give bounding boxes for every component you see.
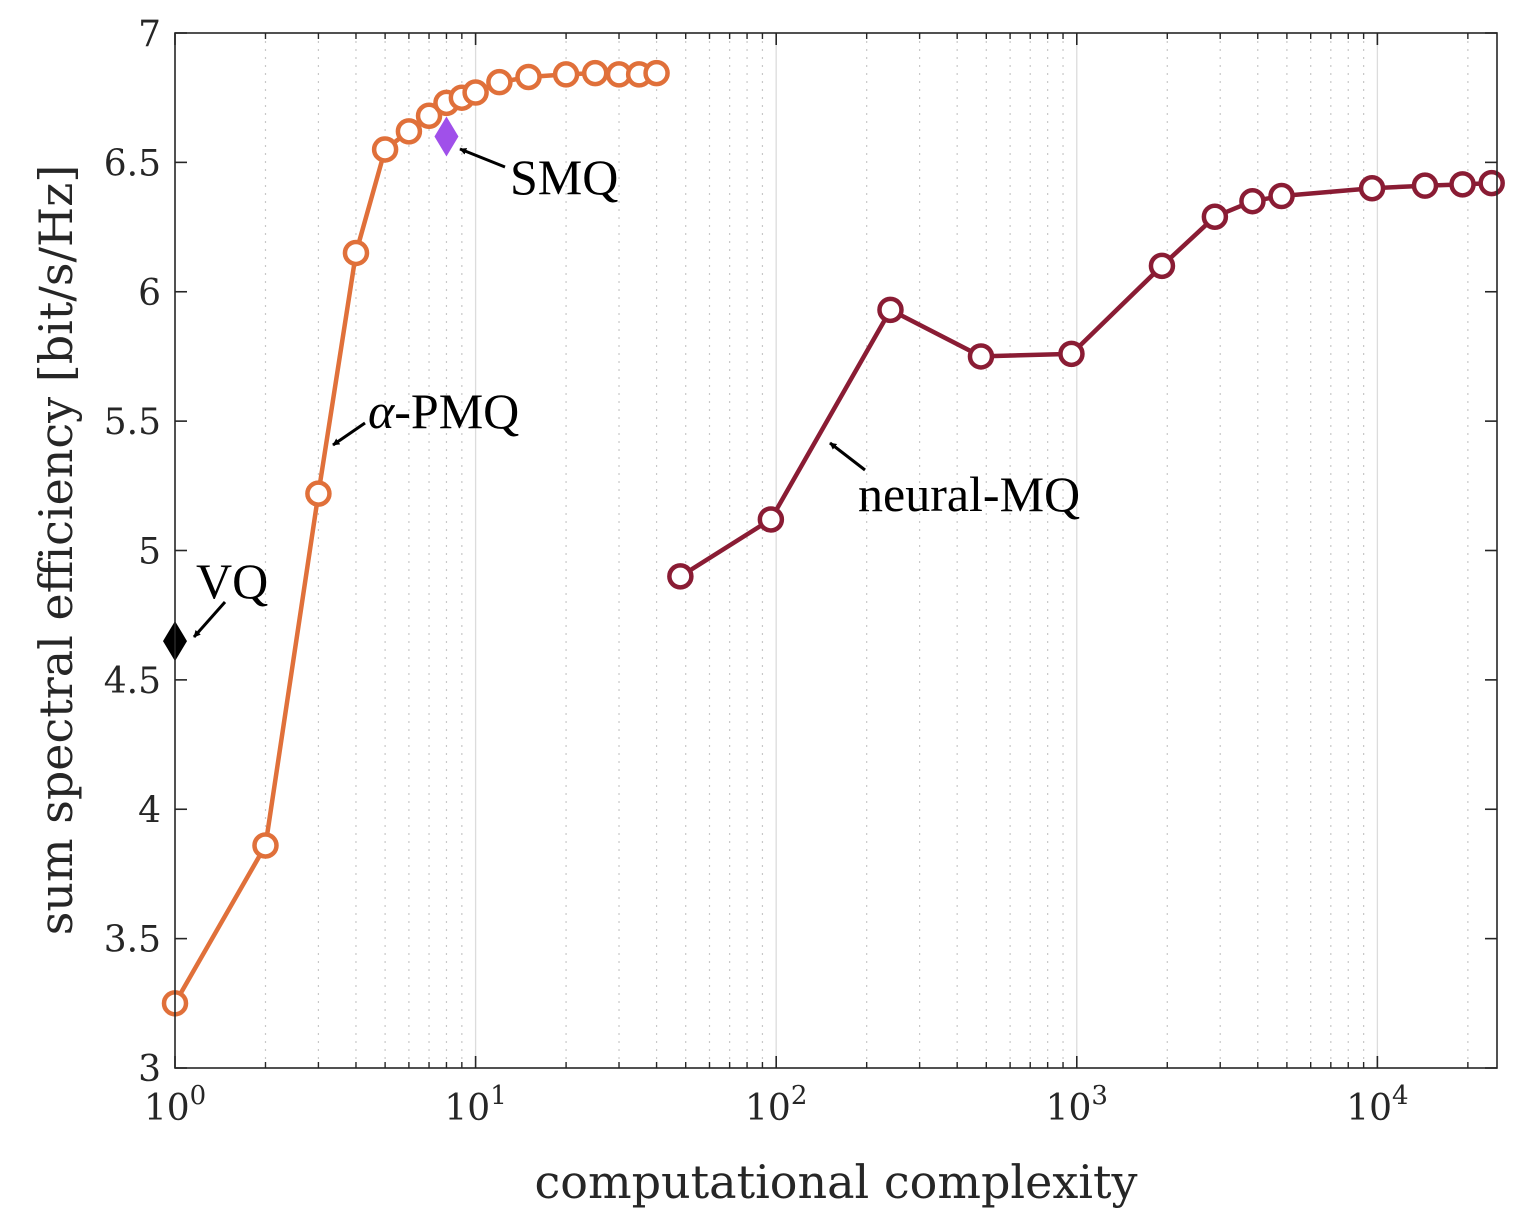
pmq-point (581, 59, 609, 87)
pmq-point (643, 59, 670, 87)
neural-mq-point (1358, 175, 1386, 202)
neural-mq-point (1478, 169, 1505, 197)
y-tick-label: 7 (138, 14, 161, 55)
x-tick-label-base: 10 (1046, 1088, 1092, 1129)
y-tick-label: 4 (138, 790, 161, 831)
x-axis-title: computational complexity (535, 1155, 1138, 1209)
pmq-point (395, 118, 423, 145)
neural-mq-arrow (829, 441, 866, 472)
x-tick-label: 104 (1346, 1081, 1408, 1129)
y-tick-label: 5.5 (104, 402, 161, 443)
x-tick-label: 101 (444, 1081, 506, 1129)
pmq-point (371, 136, 399, 163)
y-tick-label: 4.5 (104, 661, 161, 702)
grid (264, 33, 1469, 1068)
neural-mq-point (1148, 252, 1176, 280)
pmq-point (252, 832, 279, 859)
y-tick-label: 3.5 (104, 920, 161, 961)
series-neural-mq (667, 169, 1505, 590)
neural-mq-point (967, 343, 995, 370)
alpha-pmq-arrow (332, 421, 366, 447)
y-tick-label: 6.5 (104, 143, 161, 184)
neural-mq-point (877, 296, 904, 324)
annotations: VQ SMQ α-PMQ neural-MQ (192, 147, 1080, 638)
series-layer (161, 59, 1505, 1017)
neural-mq-point (1201, 203, 1229, 230)
pmq-point (552, 61, 580, 88)
x-tick-label: 102 (745, 1081, 807, 1129)
x-tick-label: 103 (1046, 1081, 1108, 1129)
alpha-pmq-label-alpha: α (368, 383, 396, 439)
neural-mq-point (1449, 171, 1476, 198)
pmq-point (486, 68, 513, 96)
x-tick-label-exponent: 3 (1091, 1081, 1108, 1111)
smq-arrow (459, 147, 506, 169)
x-tick-label-exponent: 1 (490, 1081, 507, 1111)
alpha-pmq-label: α-PMQ (368, 383, 519, 439)
pmq-point (515, 63, 542, 91)
neural-mq-label: neural-MQ (858, 466, 1080, 522)
pmq-point (462, 79, 489, 106)
pmq-point (305, 480, 332, 507)
series-smq (434, 116, 459, 157)
y-tick-label: 3 (138, 1049, 161, 1090)
x-tick-label: 100 (144, 1081, 206, 1129)
y-tick-label: 5 (138, 532, 161, 573)
pmq-point (415, 102, 443, 130)
ticks (174, 32, 1497, 1069)
neural-mq-point (1411, 172, 1439, 199)
neural-mq-point (1268, 182, 1295, 210)
x-tick-label-base: 10 (745, 1088, 791, 1129)
vq-arrow (192, 601, 227, 638)
smq-label: SMQ (510, 149, 618, 205)
neural-mq-point (1058, 340, 1085, 368)
smq-point (434, 116, 459, 157)
x-tick-label-exponent: 4 (1392, 1081, 1409, 1111)
neural-mq-point (667, 563, 694, 590)
pmq-point (342, 239, 370, 267)
x-tick-label-base: 10 (144, 1088, 190, 1129)
neural-mq-point (1239, 187, 1266, 215)
vq-label: VQ (196, 553, 268, 609)
alpha-pmq-label-rest: -PMQ (394, 383, 519, 439)
x-tick-label-base: 10 (1346, 1088, 1392, 1129)
x-tick-label-base: 10 (444, 1088, 490, 1129)
y-tick-label: 6 (138, 273, 161, 314)
neural-mq-point (757, 506, 785, 533)
x-tick-label-exponent: 2 (791, 1081, 808, 1111)
y-axis-title: sum spectral efficiency [bit/s/Hz] (29, 165, 83, 936)
series-pmq (161, 59, 670, 1017)
x-tick-label-exponent: 0 (190, 1081, 207, 1111)
